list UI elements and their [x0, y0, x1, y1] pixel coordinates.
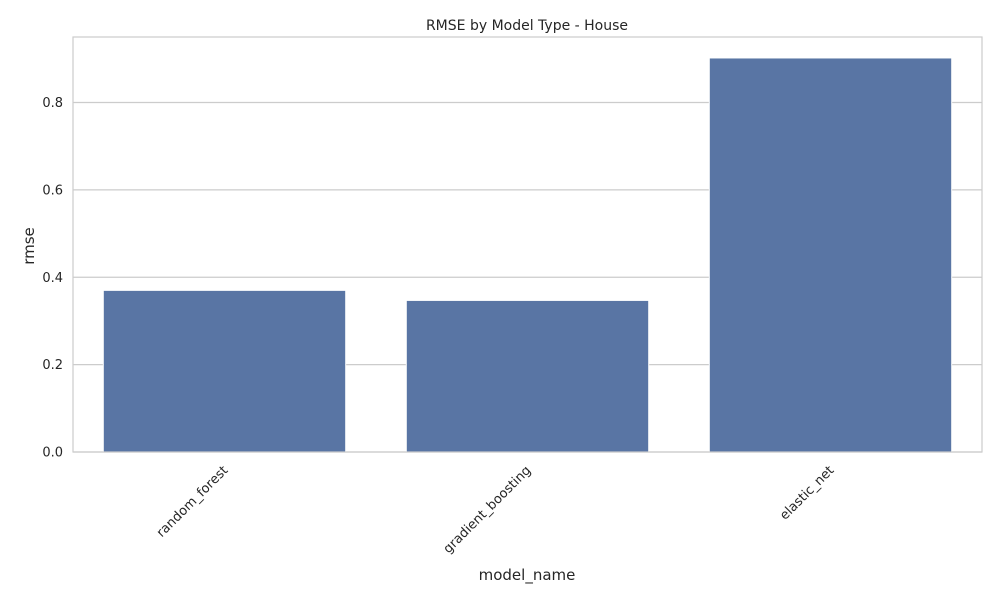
- y-tick-labels: 0.0 0.2 0.4 0.6 0.8: [42, 96, 63, 460]
- plot-frame: [72, 36, 983, 453]
- x-tick-label: random_forest: [154, 463, 231, 540]
- y-tick-label: 0.8: [42, 96, 63, 111]
- x-tick-label: elastic_net: [777, 463, 837, 523]
- y-tick-label: 0.4: [42, 271, 63, 286]
- bar-elastic_net: [708, 57, 953, 453]
- y-tick-label: 0.6: [42, 183, 63, 198]
- chart-title: RMSE by Model Type - House: [426, 18, 628, 34]
- y-tick-label: 0.0: [42, 446, 63, 461]
- bar-gradient_boosting: [405, 299, 650, 453]
- y-axis-label: rmse: [20, 227, 38, 265]
- x-tick-labels: random_forest gradient_boosting elastic_ne…: [154, 463, 837, 557]
- x-tick-label: gradient_boosting: [441, 463, 535, 557]
- bars: [102, 57, 953, 453]
- x-axis-label: model_name: [479, 566, 576, 585]
- y-tick-label: 0.2: [42, 358, 63, 373]
- bar-random_forest: [102, 289, 347, 453]
